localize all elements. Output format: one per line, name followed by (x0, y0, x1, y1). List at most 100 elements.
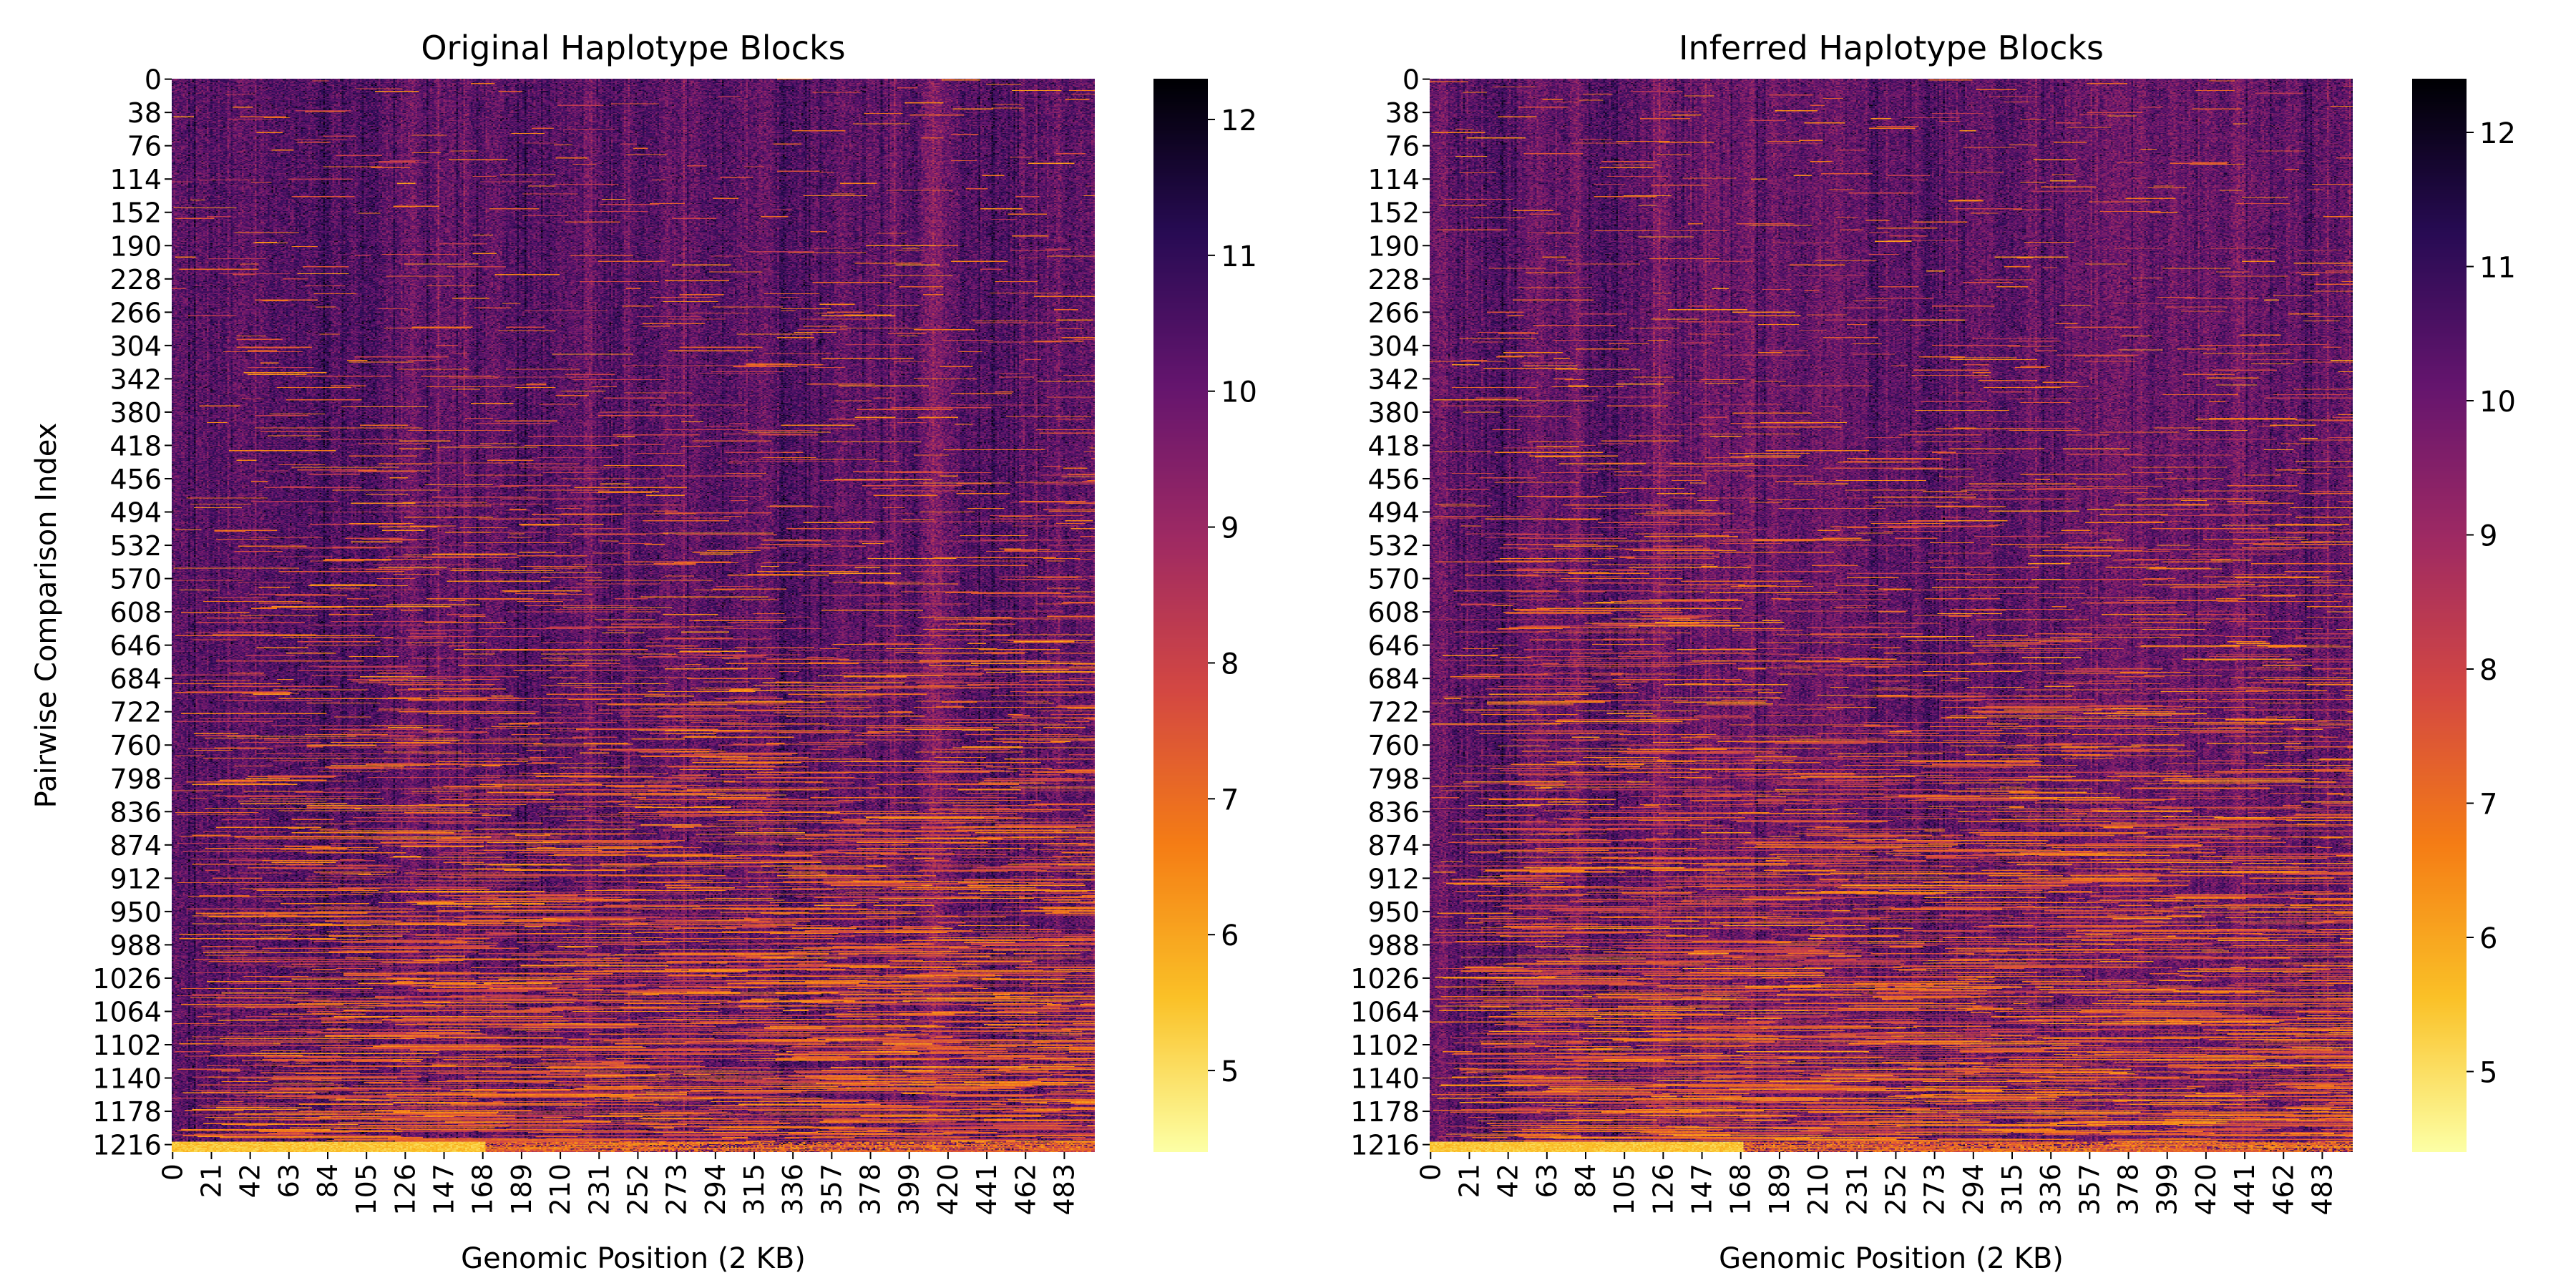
y-tick-label: 228 (1367, 264, 1420, 296)
y-tick-label: 418 (1367, 430, 1420, 462)
y-tick-label: 836 (1367, 796, 1420, 828)
x-tick-label: 252 (622, 1163, 653, 1216)
x-tick-label: 378 (855, 1163, 887, 1216)
y-tick-label: 570 (1367, 564, 1420, 595)
y-tick-label: 38 (127, 97, 162, 129)
x-tick-label: 126 (389, 1163, 421, 1216)
y-tick-label: 1026 (1350, 963, 1420, 995)
heatmap-panel-inferred: Inferred Haplotype Blocks038761141521902… (1350, 29, 2516, 1275)
x-axis-label: Genomic Position (2 KB) (461, 1242, 806, 1275)
y-tick-label: 152 (109, 197, 162, 229)
x-tick-label: 252 (1880, 1163, 1911, 1216)
y-tick-label: 1140 (1350, 1063, 1420, 1095)
x-tick-label: 420 (2190, 1163, 2222, 1216)
y-tick-label: 38 (1385, 97, 1420, 129)
y-tick-label: 798 (1367, 763, 1420, 795)
x-tick-label: 357 (2074, 1163, 2105, 1216)
colorbar-tick-label: 5 (1221, 1055, 1239, 1088)
x-tick-label: 336 (777, 1163, 809, 1216)
x-tick-label: 462 (1010, 1163, 1041, 1216)
chart-title: Original Haplotype Blocks (421, 29, 845, 67)
y-tick-label: 1064 (92, 996, 162, 1028)
y-tick-label: 1140 (92, 1063, 162, 1095)
x-tick-label: 399 (2152, 1163, 2183, 1216)
y-tick-label: 646 (109, 630, 162, 662)
x-tick-label: 441 (2229, 1163, 2260, 1216)
x-tick-label: 315 (738, 1163, 770, 1216)
colorbar-tick-label: 6 (2479, 922, 2497, 955)
y-axis-label: Pairwise Comparison Index (30, 423, 63, 809)
y-tick-label: 1216 (1350, 1130, 1420, 1161)
y-tick-label: 418 (109, 430, 162, 462)
x-tick-label: 105 (1609, 1163, 1640, 1216)
x-tick-label: 126 (1647, 1163, 1679, 1216)
x-tick-label: 483 (2306, 1163, 2338, 1216)
y-tick-label: 190 (1367, 230, 1420, 262)
x-tick-label: 0 (157, 1163, 188, 1181)
x-tick-label: 294 (700, 1163, 731, 1216)
y-tick-label: 266 (109, 297, 162, 328)
colorbar-tick-label: 11 (2479, 252, 2516, 285)
y-tick-label: 0 (145, 64, 162, 96)
y-tick-label: 380 (109, 397, 162, 429)
x-tick-label: 420 (932, 1163, 964, 1216)
x-tick-label: 336 (2035, 1163, 2067, 1216)
y-tick-label: 874 (1367, 830, 1420, 862)
y-tick-label: 114 (1367, 164, 1420, 195)
x-tick-label: 294 (1958, 1163, 1989, 1216)
colorbar-tick-label: 6 (1221, 919, 1239, 952)
x-tick-label: 21 (1453, 1163, 1485, 1198)
x-axis-label: Genomic Position (2 KB) (1719, 1242, 2064, 1275)
x-tick-label: 63 (273, 1163, 305, 1198)
y-tick-label: 456 (1367, 464, 1420, 495)
y-tick-label: 152 (1367, 197, 1420, 229)
y-tick-label: 912 (109, 863, 162, 894)
colorbar-tick-label: 8 (1221, 648, 1239, 680)
x-tick-label: 168 (467, 1163, 499, 1216)
y-tick-label: 950 (109, 897, 162, 928)
colorbar-tick-label: 5 (2479, 1057, 2497, 1090)
y-tick-label: 1026 (92, 963, 162, 995)
x-tick-label: 399 (894, 1163, 925, 1216)
colorbar (1153, 79, 1208, 1152)
colorbar-tick-label: 12 (2479, 117, 2516, 150)
x-tick-label: 231 (1841, 1163, 1873, 1216)
x-tick-label: 441 (971, 1163, 1002, 1216)
x-tick-label: 105 (351, 1163, 382, 1216)
y-tick-label: 532 (1367, 530, 1420, 562)
x-tick-label: 84 (312, 1163, 343, 1198)
colorbar (2412, 79, 2467, 1152)
y-tick-label: 304 (109, 331, 162, 362)
y-tick-label: 1178 (1350, 1096, 1420, 1128)
x-tick-label: 147 (1687, 1163, 1718, 1216)
y-tick-label: 76 (1385, 131, 1420, 162)
y-tick-label: 608 (1367, 597, 1420, 628)
y-tick-label: 684 (1367, 663, 1420, 695)
y-tick-label: 1216 (92, 1130, 162, 1161)
y-tick-label: 342 (109, 364, 162, 395)
y-tick-label: 494 (109, 497, 162, 529)
colorbar-tick-label: 11 (1221, 240, 1257, 273)
x-tick-label: 483 (1048, 1163, 1080, 1216)
x-tick-label: 315 (1996, 1163, 2028, 1216)
chart-title: Inferred Haplotype Blocks (1679, 29, 2104, 67)
heatmap-cells (172, 79, 1095, 1152)
y-tick-label: 380 (1367, 397, 1420, 429)
x-tick-label: 84 (1570, 1163, 1601, 1198)
y-tick-label: 114 (109, 164, 162, 195)
colorbar-tick-label: 7 (1221, 784, 1239, 816)
y-tick-label: 1102 (1350, 1030, 1420, 1061)
x-tick-label: 189 (506, 1163, 537, 1216)
x-tick-label: 42 (235, 1163, 266, 1198)
x-tick-label: 378 (2113, 1163, 2145, 1216)
y-tick-label: 608 (109, 597, 162, 628)
y-tick-label: 798 (109, 763, 162, 795)
x-tick-label: 189 (1764, 1163, 1795, 1216)
y-tick-label: 912 (1367, 863, 1420, 894)
y-tick-label: 190 (109, 230, 162, 262)
y-tick-label: 1178 (92, 1096, 162, 1128)
y-tick-label: 532 (109, 530, 162, 562)
x-tick-label: 168 (1725, 1163, 1757, 1216)
colorbar-tick-label: 10 (1221, 376, 1257, 409)
